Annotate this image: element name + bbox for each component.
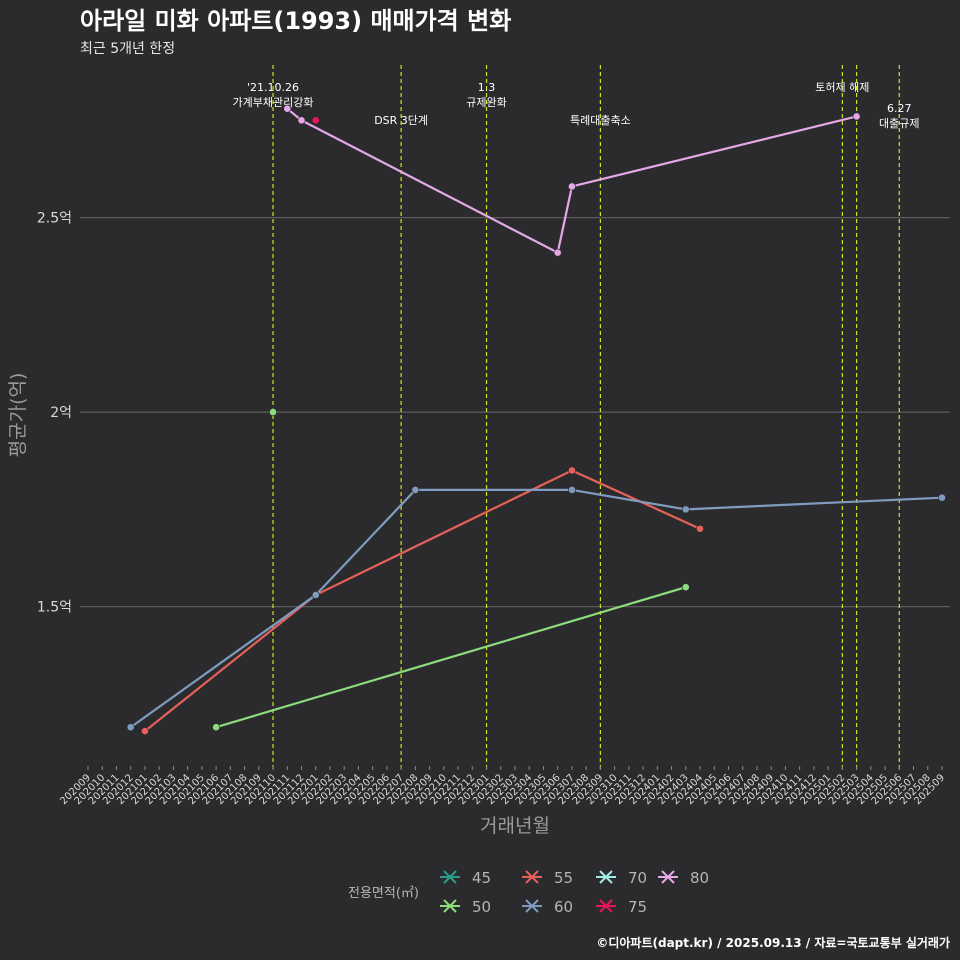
chart-title: 아라일 미화 아파트(1993) 매매가격 변화	[80, 7, 511, 35]
x-axis-title: 거래년월	[480, 815, 550, 837]
event-label: 특례대출축소	[570, 114, 631, 127]
legend-label: 55	[554, 869, 573, 887]
data-point-80	[297, 116, 306, 125]
legend-label: 80	[690, 869, 709, 887]
series-lines	[126, 104, 946, 735]
data-point-80	[568, 182, 576, 191]
data-point-80	[852, 112, 861, 121]
chart-subtitle: 최근 5개년 한정	[80, 41, 175, 57]
legend-swatch-cross	[599, 899, 613, 913]
data-point-50	[681, 583, 690, 592]
legend-swatch-cross	[661, 870, 675, 884]
series-line-55	[144, 469, 701, 732]
data-point-55	[568, 466, 576, 475]
legend-swatch-cross	[443, 870, 457, 884]
legend-label: 60	[554, 898, 573, 916]
data-point-50	[269, 408, 277, 417]
grid	[80, 217, 950, 608]
data-point-60	[311, 591, 320, 599]
legend: 전용면적(㎡) 45 55 70 80 50 60 75	[348, 869, 709, 916]
data-point-80	[283, 104, 292, 113]
x-axis-ticks: 2020092020102020112020122021012021022021…	[58, 766, 947, 807]
series-line-60	[130, 488, 943, 729]
y-tick-label: 2.5억	[37, 211, 72, 227]
chart-caption: ©디아파트(dapt.kr) / 2025.09.13 / 자료=국토교통부 실…	[596, 935, 950, 950]
legend-title: 전용면적(㎡)	[348, 886, 419, 901]
data-point-80	[553, 248, 562, 257]
event-label: DSR 3단계	[374, 114, 428, 127]
y-axis-title: 평균가(억)	[7, 373, 29, 458]
legend-label: 45	[472, 869, 491, 887]
legend-label: 50	[472, 898, 491, 916]
legend-swatch-cross	[525, 899, 539, 913]
data-point-60	[938, 493, 946, 502]
event-label: 토허제 해제	[815, 80, 869, 94]
legend-swatch-cross	[443, 899, 457, 913]
data-point-60	[126, 723, 135, 732]
series-line-80	[286, 107, 857, 254]
event-label: 가계부채관리강화	[233, 96, 314, 109]
y-tick-label: 2억	[50, 405, 72, 421]
legend-label: 70	[628, 869, 647, 887]
event-label: 1.3	[478, 81, 496, 94]
event-label: '21.10.26	[247, 81, 299, 94]
y-axis-ticks: 1.5억 2억 2.5억	[37, 211, 72, 616]
data-point-55	[141, 727, 149, 735]
legend-swatch-cross	[599, 870, 613, 884]
data-point-75	[311, 116, 320, 125]
data-point-60	[411, 486, 420, 494]
data-point-50	[212, 723, 220, 732]
legend-swatch-cross	[525, 870, 539, 884]
legend-label: 75	[628, 898, 647, 916]
event-label: 규제완화	[466, 96, 506, 109]
series-line-50	[215, 586, 687, 729]
event-label: 6.27	[887, 102, 912, 115]
data-point-55	[696, 524, 704, 533]
data-point-60	[681, 505, 690, 514]
y-tick-label: 1.5억	[37, 600, 72, 616]
event-label: 대출규제	[879, 117, 919, 130]
data-point-60	[568, 486, 576, 494]
